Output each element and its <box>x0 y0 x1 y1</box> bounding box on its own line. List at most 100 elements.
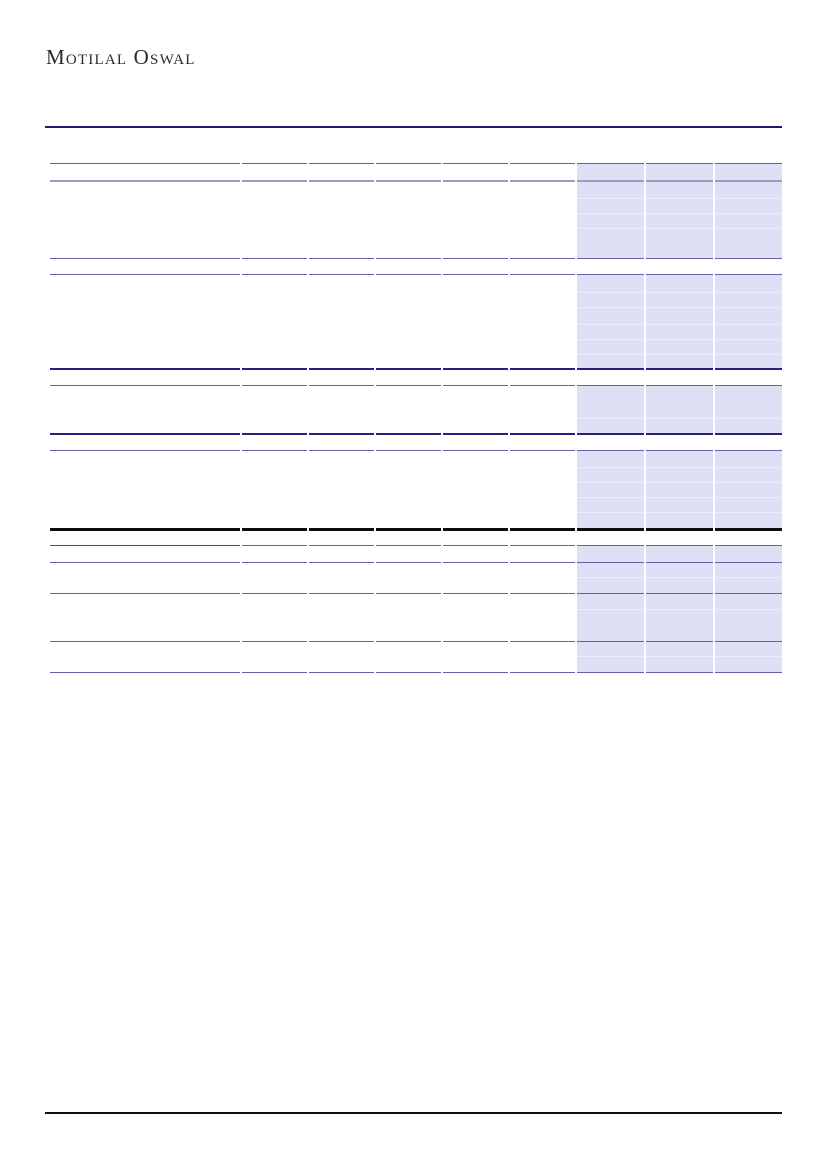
table-cell <box>309 355 374 370</box>
table-cell-shaded <box>646 163 713 182</box>
table-cell-shaded <box>646 498 713 513</box>
table-cell <box>309 513 374 531</box>
table-cell <box>510 498 575 513</box>
table-cell <box>242 199 307 214</box>
table-cell <box>376 594 441 610</box>
table-cell <box>510 355 575 370</box>
table-cell <box>309 214 374 229</box>
table-cell <box>242 578 307 594</box>
table-row <box>50 498 782 513</box>
table-cell <box>376 199 441 214</box>
table-row <box>50 545 782 563</box>
table-row <box>50 385 782 419</box>
table-section <box>50 545 782 563</box>
table-cell <box>510 340 575 355</box>
table-cell <box>50 513 240 531</box>
table-row <box>50 199 782 214</box>
table-cell <box>443 274 508 293</box>
table-cell <box>376 274 441 293</box>
table-cell <box>242 657 307 673</box>
table-cell-shaded <box>715 308 782 325</box>
table-cell <box>376 182 441 199</box>
table-cell <box>242 450 307 468</box>
table-cell <box>510 642 575 657</box>
table-cell <box>510 325 575 340</box>
table-cell-shaded <box>577 274 644 293</box>
table-cell <box>242 545 307 563</box>
table-cell <box>242 642 307 657</box>
table-cell <box>242 498 307 513</box>
table-row <box>50 578 782 594</box>
table-cell-shaded <box>577 293 644 308</box>
table-cell <box>242 214 307 229</box>
table-cell <box>242 182 307 199</box>
table-cell-shaded <box>577 355 644 370</box>
table-cell <box>50 385 240 419</box>
table-cell <box>309 450 374 468</box>
table-cell-shaded <box>715 340 782 355</box>
table-cell <box>376 578 441 594</box>
table-row <box>50 419 782 435</box>
table-cell <box>242 229 307 259</box>
table-cell-shaded <box>715 657 782 673</box>
table-cell <box>443 657 508 673</box>
table-cell <box>309 563 374 578</box>
table-row <box>50 214 782 229</box>
table-cell <box>50 325 240 340</box>
table-row <box>50 355 782 370</box>
table-cell <box>376 163 441 182</box>
table-cell-shaded <box>646 468 713 483</box>
table-cell <box>376 563 441 578</box>
table-cell-shaded <box>577 642 644 657</box>
table-cell <box>510 182 575 199</box>
table-cell-shaded <box>646 293 713 308</box>
table-cell <box>309 419 374 435</box>
table-row <box>50 513 782 531</box>
table-cell <box>443 642 508 657</box>
table-row <box>50 229 782 259</box>
table-cell-shaded <box>715 483 782 498</box>
financials-table <box>50 128 782 673</box>
table-cell <box>50 199 240 214</box>
table-cell-shaded <box>715 163 782 182</box>
table-cell <box>50 642 240 657</box>
table-cell <box>242 563 307 578</box>
table-cell-shaded <box>715 468 782 483</box>
table-cell <box>242 610 307 642</box>
table-cell <box>510 385 575 419</box>
table-cell <box>443 545 508 563</box>
table-cell-shaded <box>646 355 713 370</box>
table-row <box>50 293 782 308</box>
table-cell <box>309 385 374 419</box>
table-row <box>50 308 782 325</box>
table-cell-shaded <box>577 657 644 673</box>
table-cell <box>510 419 575 435</box>
table-row <box>50 340 782 355</box>
table-cell-shaded <box>646 578 713 594</box>
table-cell <box>443 450 508 468</box>
table-row <box>50 163 782 182</box>
table-cell <box>242 355 307 370</box>
table-cell-shaded <box>646 545 713 563</box>
table-cell <box>309 340 374 355</box>
table-cell-shaded <box>577 340 644 355</box>
table-section <box>50 563 782 594</box>
table-cell <box>443 355 508 370</box>
table-cell-shaded <box>577 483 644 498</box>
table-row <box>50 657 782 673</box>
table-cell <box>376 355 441 370</box>
table-cell-shaded <box>577 199 644 214</box>
table-cell <box>50 545 240 563</box>
table-cell-shaded <box>715 498 782 513</box>
table-cell <box>242 594 307 610</box>
table-row <box>50 325 782 340</box>
table-cell-shaded <box>646 594 713 610</box>
table-cell <box>443 308 508 325</box>
table-cell-shaded <box>715 274 782 293</box>
table-cell <box>309 325 374 340</box>
table-cell <box>242 274 307 293</box>
table-cell <box>376 308 441 325</box>
table-cell <box>443 325 508 340</box>
table-cell-shaded <box>715 385 782 419</box>
